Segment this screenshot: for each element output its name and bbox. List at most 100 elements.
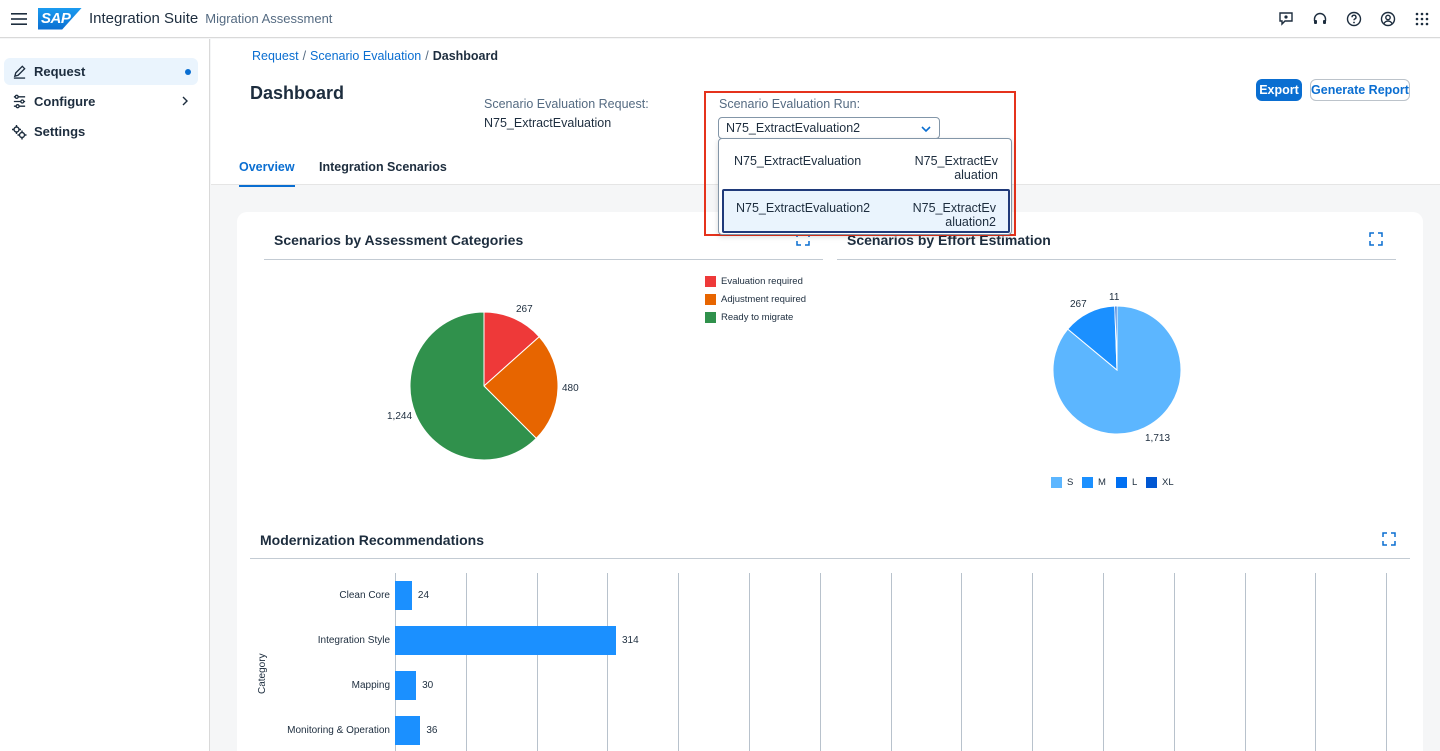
gridline [536, 573, 538, 751]
pie-slice[interactable] [1067, 305, 1118, 372]
breadcrumb-link-scenario-evaluation[interactable]: Scenario Evaluation [310, 49, 422, 63]
data-label: 1,713 [1145, 433, 1170, 444]
divider [837, 259, 1396, 260]
gridline [1173, 573, 1175, 751]
option-description: N75_ExtractEvaluation2 [912, 201, 996, 229]
bar[interactable] [395, 626, 616, 655]
hamburger-icon[interactable] [0, 0, 38, 38]
y-axis-label: Category [257, 653, 268, 694]
chevron-right-icon [181, 94, 189, 109]
sap-logo[interactable]: SAP [38, 7, 82, 30]
data-label: 480 [562, 383, 579, 394]
pie-slice[interactable] [483, 311, 540, 388]
category-label: Clean Core [339, 590, 390, 601]
pie-slice[interactable] [409, 311, 537, 461]
legend-item[interactable]: XL [1146, 477, 1174, 488]
sidebar-item-configure[interactable]: Configure [4, 88, 198, 115]
product-name: Integration Suite [89, 10, 199, 27]
legend-swatch [1146, 477, 1157, 488]
headset-icon[interactable] [1309, 9, 1330, 30]
gridline [607, 573, 609, 751]
edit-icon [8, 64, 30, 79]
data-label: 11 [1109, 292, 1120, 303]
dashboard-card: Scenarios by Assessment Categories 267 48… [237, 212, 1423, 751]
request-value: N75_ExtractEvaluation [484, 116, 612, 130]
bar[interactable] [395, 716, 421, 745]
chart-title-effort: Scenarios by Effort Estimation [847, 232, 1051, 248]
run-select-popover: N75_ExtractEvaluation N75_ExtractEvaluat… [718, 138, 1012, 235]
option-description: N75_ExtractEvaluation [914, 154, 998, 182]
tab-overview[interactable]: Overview [239, 160, 295, 187]
legend-swatch [705, 294, 716, 305]
generate-report-button[interactable]: Generate Report [1310, 79, 1410, 101]
pie-slice[interactable] [1114, 305, 1118, 371]
breadcrumb-link-request[interactable]: Request [252, 49, 299, 63]
gridline [961, 573, 963, 751]
gridline [890, 573, 892, 751]
assessment-pie-chart: 267 480 1,244 [387, 304, 579, 461]
legend-swatch [1082, 477, 1093, 488]
data-label: 314 [622, 635, 639, 646]
apps-grid-icon[interactable] [1411, 9, 1432, 30]
legend-label: Evaluation required [721, 276, 803, 287]
gridline [395, 573, 396, 751]
gears-icon [8, 124, 30, 140]
gridline [678, 573, 680, 751]
dropdown-option-selected[interactable]: N75_ExtractEvaluation2 N75_ExtractEvalua… [722, 189, 1010, 233]
chart-title-modernization: Modernization Recommendations [260, 532, 485, 548]
gridline [1244, 573, 1246, 751]
export-button[interactable]: Export [1256, 79, 1302, 101]
breadcrumb: Request / Scenario Evaluation / Dashboar… [252, 49, 498, 63]
expand-icon[interactable] [1382, 532, 1396, 546]
data-label: 267 [516, 304, 533, 315]
chevron-down-icon[interactable] [921, 122, 931, 136]
sidebar-item-label: Settings [34, 124, 86, 139]
gridline [1032, 573, 1034, 751]
legend-swatch [705, 276, 716, 287]
modernization-bar-chart: Clean Core 24 Integration Style 314 Mapping 3… [237, 559, 1423, 751]
breadcrumb-separator: / [425, 49, 429, 63]
bar[interactable] [395, 581, 412, 610]
data-label: 24 [417, 590, 430, 601]
legend-label: Adjustment required [721, 294, 807, 305]
page-title: Dashboard [250, 83, 345, 103]
tab-integration-scenarios[interactable]: Integration Scenarios [319, 160, 447, 174]
legend-item[interactable]: Adjustment required [705, 294, 806, 305]
legend-swatch [1116, 477, 1127, 488]
run-label: Scenario Evaluation Run: [719, 97, 861, 111]
bar[interactable] [395, 671, 417, 700]
legend-label: L [1132, 477, 1138, 488]
breadcrumb-current: Dashboard [432, 49, 499, 63]
active-indicator-dot [185, 68, 191, 75]
category-label: Integration Style [317, 635, 390, 646]
legend-item[interactable]: Evaluation required [705, 276, 803, 287]
legend-label: XL [1162, 477, 1174, 488]
legend-item[interactable]: Ready to migrate [705, 312, 793, 323]
pie-slice[interactable] [483, 336, 559, 440]
legend-item[interactable]: S [1051, 477, 1073, 488]
app-subtitle: Migration Assessment [205, 11, 333, 26]
divider [264, 259, 823, 260]
data-label: 36 [426, 725, 438, 736]
legend-item[interactable]: L [1116, 477, 1137, 488]
run-select[interactable]: N75_ExtractEvaluation2 [718, 117, 940, 139]
dropdown-option[interactable]: N75_ExtractEvaluation N75_ExtractEvaluat… [722, 144, 1010, 188]
expand-icon[interactable] [1369, 232, 1383, 246]
data-label: 267 [1070, 299, 1087, 310]
side-navigation: Request Configure Settings [0, 39, 210, 751]
sidebar-item-request[interactable]: Request [4, 58, 198, 85]
legend-item[interactable]: M [1082, 477, 1106, 488]
sliders-icon [8, 94, 30, 109]
gridline [465, 573, 467, 751]
user-icon[interactable] [1377, 9, 1398, 30]
feedback-icon[interactable] [1275, 9, 1296, 30]
option-name: N75_ExtractEvaluation2 [736, 201, 871, 215]
data-label: 1,244 [387, 411, 412, 422]
sidebar-item-label: Request [34, 64, 86, 79]
sidebar-item-settings[interactable]: Settings [4, 118, 198, 145]
gridline [1103, 573, 1104, 751]
gridline [749, 573, 750, 751]
shell-bar: SAP Integration Suite Migration Assessme… [0, 0, 1440, 38]
category-label: Mapping [351, 680, 390, 691]
help-icon[interactable] [1343, 9, 1364, 30]
